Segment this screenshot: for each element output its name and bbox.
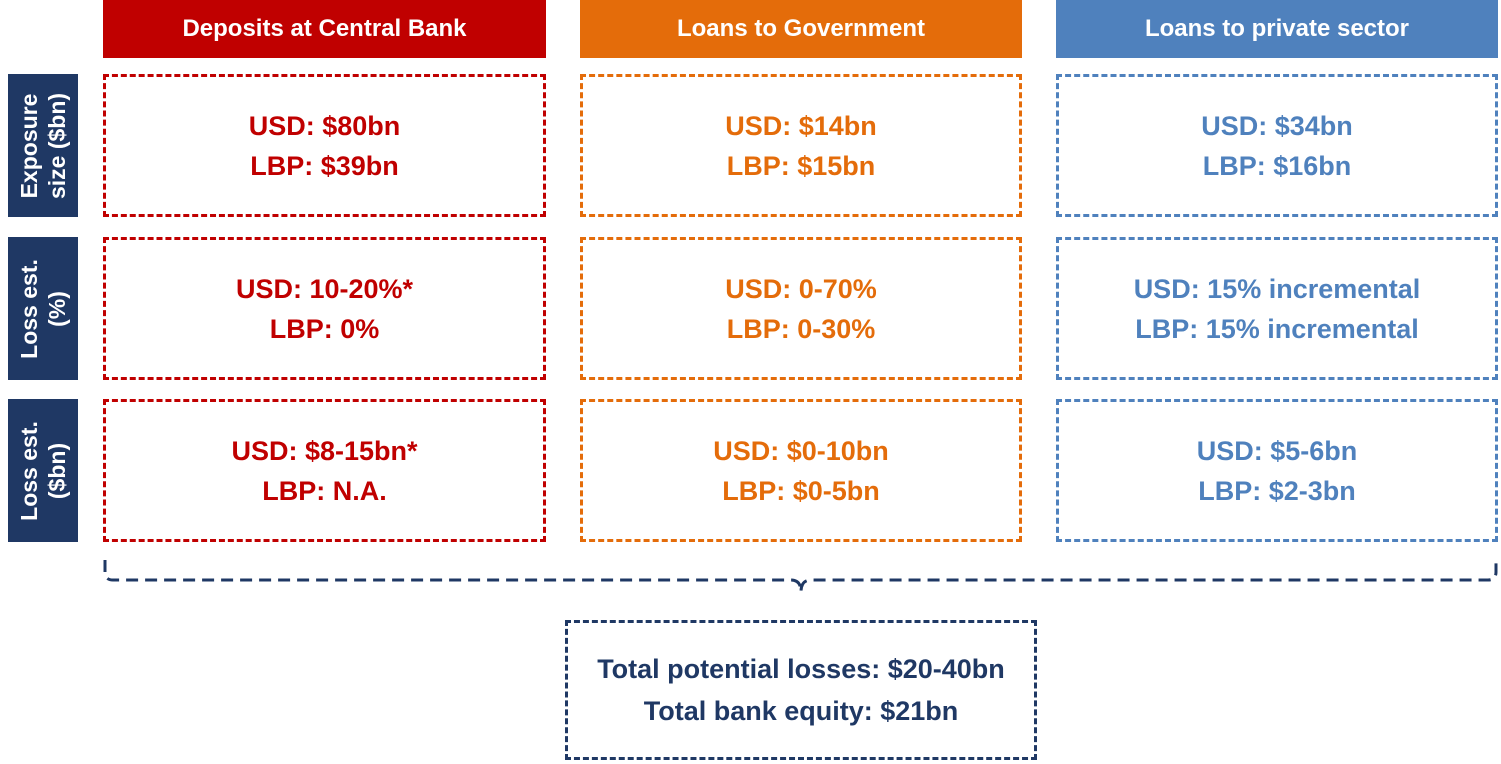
cell-lbp-value: LBP: $39bn [250, 150, 399, 181]
cell-lbp-value: LBP: 0-30% [726, 313, 876, 344]
cell-lbp-value: LBP: $15bn [726, 150, 876, 181]
header-label: Loans to private sector [1144, 15, 1410, 42]
bracket-line [103, 560, 1498, 593]
cell-usd-value: USD: $80bn [248, 110, 401, 141]
row-label-loss-bn: Loss est. ($bn) [8, 399, 78, 542]
header-loans-private-sector: Loans to private sector [1056, 0, 1498, 58]
cell-lbp-value: LBP: $16bn [1202, 150, 1352, 181]
row-label-exposure-size: Exposure size ($bn) [8, 74, 78, 217]
total-potential-losses: Total potential losses: $20-40bn [597, 654, 1005, 684]
cell-deposits-loss-bn: USD: $8-15bn* LBP: N.A. [103, 399, 546, 542]
cell-usd-value: USD: $14bn [725, 110, 877, 141]
cell-deposits-exposure: USD: $80bn LBP: $39bn [103, 74, 546, 217]
cell-lbp-value: LBP: N.A. [262, 475, 387, 506]
cell-usd-value: USD: $0-10bn [713, 435, 889, 466]
total-bank-equity: Total bank equity: $21bn [643, 696, 959, 726]
cell-usd-value: USD: $8-15bn* [231, 435, 418, 466]
cell-usd-value: USD: $5-6bn [1196, 435, 1358, 466]
summary-box: Total potential losses: $20-40bn Total b… [565, 620, 1037, 760]
row-label-loss-percent: Loss est. (%) [8, 237, 78, 380]
cell-usd-value: USD: $34bn [1201, 110, 1353, 141]
header-label: Loans to Government [676, 15, 926, 42]
cell-usd-value: USD: 0-70% [725, 273, 877, 304]
cell-private-exposure: USD: $34bn LBP: $16bn [1056, 74, 1498, 217]
cell-private-loss-percent: USD: 15% incremental LBP: 15% incrementa… [1056, 237, 1498, 380]
cell-usd-value: USD: 10-20%* [235, 273, 414, 304]
header-deposits-central-bank: Deposits at Central Bank [103, 0, 546, 58]
cell-deposits-loss-percent: USD: 10-20%* LBP: 0% [103, 237, 546, 380]
cell-government-exposure: USD: $14bn LBP: $15bn [580, 74, 1022, 217]
header-loans-government: Loans to Government [580, 0, 1022, 58]
cell-lbp-value: LBP: $2-3bn [1198, 475, 1356, 506]
cell-lbp-value: LBP: $0-5bn [722, 475, 880, 506]
cell-lbp-value: LBP: 15% incremental [1135, 313, 1419, 344]
cell-usd-value: USD: 15% incremental [1133, 273, 1421, 304]
cell-government-loss-bn: USD: $0-10bn LBP: $0-5bn [580, 399, 1022, 542]
header-label: Deposits at Central Bank [182, 15, 467, 42]
cell-lbp-value: LBP: 0% [269, 313, 380, 344]
cell-private-loss-bn: USD: $5-6bn LBP: $2-3bn [1056, 399, 1498, 542]
cell-government-loss-percent: USD: 0-70% LBP: 0-30% [580, 237, 1022, 380]
